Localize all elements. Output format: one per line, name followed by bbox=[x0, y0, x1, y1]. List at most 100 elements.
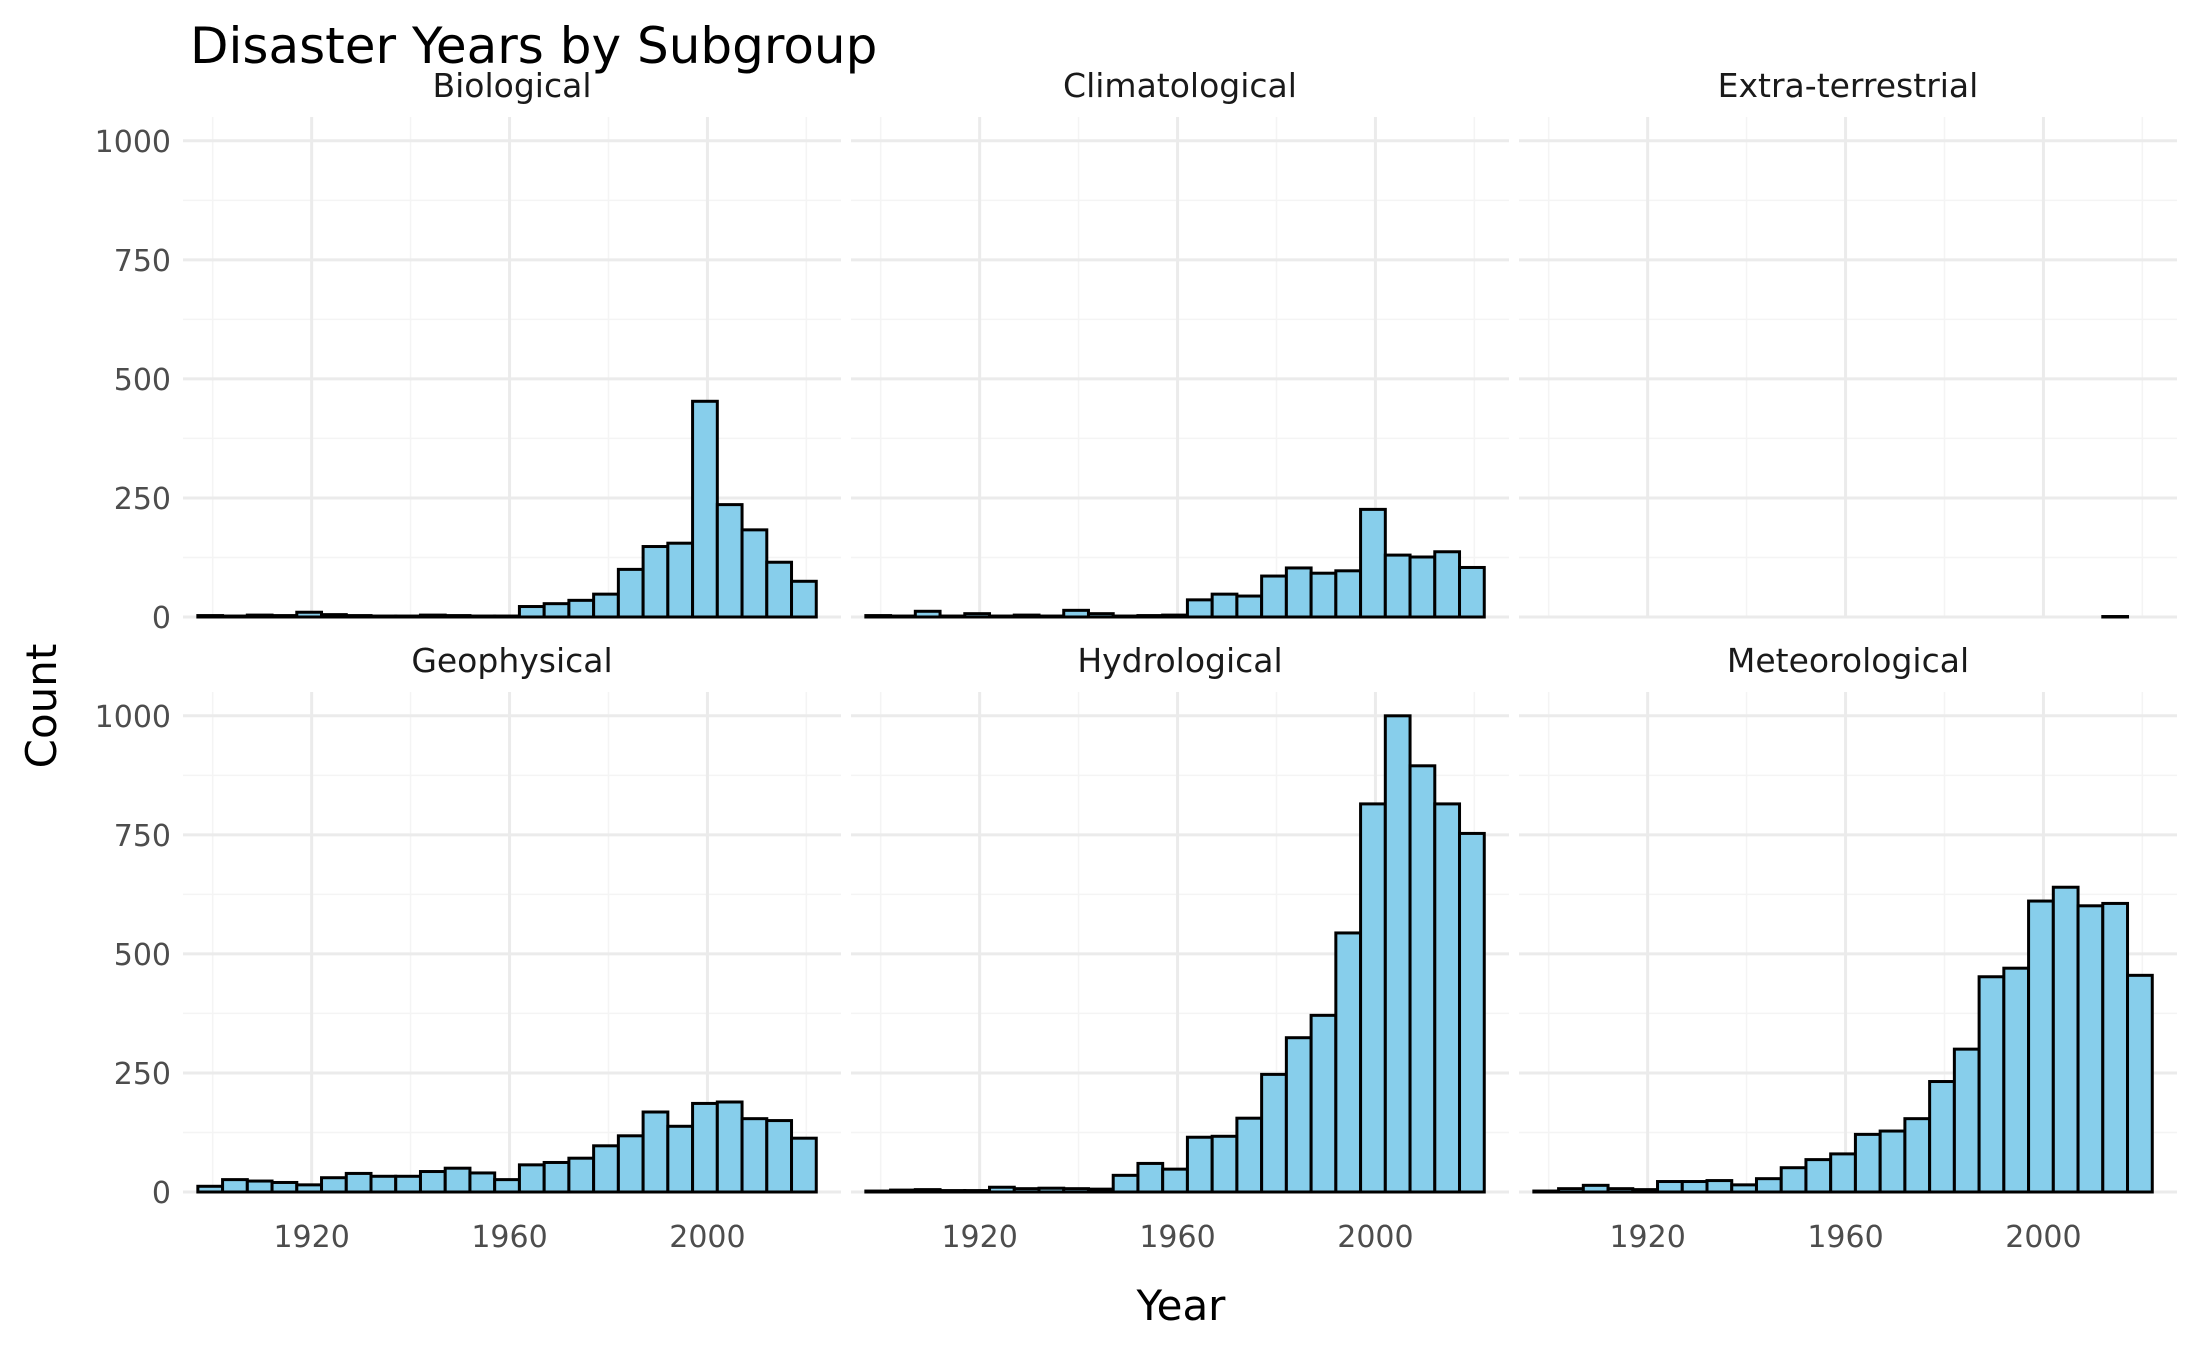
facet-label: Extra-terrestrial bbox=[1718, 66, 1979, 105]
histogram-bar bbox=[864, 1189, 893, 1194]
histogram-bar bbox=[369, 614, 398, 619]
histogram-bar bbox=[567, 598, 596, 619]
histogram-bar bbox=[344, 1171, 373, 1194]
histogram-bar bbox=[2101, 901, 2130, 1194]
histogram-bar bbox=[394, 614, 422, 619]
facet-biological: Biological 0 250 500 750 1000 bbox=[95, 66, 841, 636]
histogram-bar bbox=[889, 614, 917, 619]
histogram-bar bbox=[2027, 899, 2055, 1194]
histogram-bar bbox=[616, 567, 645, 619]
histogram-bar bbox=[1433, 802, 1462, 1194]
histogram-bar bbox=[691, 1101, 719, 1194]
histogram-bar bbox=[1631, 1188, 1660, 1194]
histogram-bar bbox=[1309, 571, 1338, 619]
histogram-bar bbox=[196, 614, 225, 619]
y-tick-label: 500 bbox=[114, 363, 171, 398]
histogram-bar bbox=[790, 579, 818, 619]
histogram-bar bbox=[295, 610, 324, 619]
histogram-bar bbox=[270, 614, 299, 619]
histogram-bar bbox=[320, 1176, 348, 1194]
facet-label: Climatological bbox=[1063, 66, 1297, 105]
histogram-bar bbox=[988, 1185, 1016, 1194]
histogram-bar bbox=[1086, 612, 1115, 619]
histogram-bar bbox=[1779, 1166, 1808, 1194]
histogram-bar bbox=[1903, 1117, 1932, 1194]
histogram-bar bbox=[1383, 553, 1412, 619]
histogram-bar bbox=[1284, 1036, 1313, 1194]
histogram-bar bbox=[2002, 966, 2031, 1194]
histogram-bar bbox=[1235, 594, 1264, 619]
histogram-bar bbox=[963, 612, 992, 619]
histogram-bar bbox=[418, 613, 447, 619]
histogram-bar bbox=[1581, 1183, 1610, 1194]
y-tick-label: 1000 bbox=[95, 125, 171, 160]
histogram-bar bbox=[221, 1178, 249, 1194]
x-tick-label: 2000 bbox=[1337, 1220, 1413, 1255]
x-tick-label: 2000 bbox=[669, 1220, 745, 1255]
x-tick-label: 1920 bbox=[1609, 1220, 1685, 1255]
histogram-bar bbox=[938, 614, 967, 619]
histogram-bar bbox=[517, 1163, 546, 1194]
x-tick-label: 1920 bbox=[273, 1220, 349, 1255]
histogram-bar bbox=[344, 614, 373, 619]
histogram-bar bbox=[245, 613, 274, 619]
histogram-bar bbox=[1260, 1072, 1288, 1194]
histogram-bar bbox=[1161, 613, 1189, 619]
histogram-bar bbox=[1458, 565, 1486, 619]
histogram-bar bbox=[1062, 608, 1090, 619]
x-tick-label: 1960 bbox=[1807, 1220, 1883, 1255]
facet-extra-terrestrial: Extra-terrestrial bbox=[1519, 66, 2177, 619]
histogram-bar bbox=[592, 1144, 620, 1194]
y-tick-label: 1000 bbox=[95, 700, 171, 735]
histogram-bar bbox=[1878, 1129, 1907, 1194]
histogram-bar bbox=[641, 1110, 670, 1194]
histogram-bar bbox=[1383, 714, 1412, 1194]
histogram-bar bbox=[913, 609, 942, 619]
histogram-bar bbox=[1062, 1187, 1090, 1194]
histogram-bar bbox=[1334, 931, 1363, 1194]
histogram-bar bbox=[1086, 1187, 1115, 1194]
histogram-bar bbox=[1532, 1189, 1561, 1194]
histogram-bar bbox=[1804, 1158, 1833, 1194]
x-tick-label: 1960 bbox=[1139, 1220, 1215, 1255]
facet-panels: Biological 0 250 500 750 1000 Climatological Ex… bbox=[95, 66, 2177, 1255]
histogram-bar bbox=[1754, 1177, 1783, 1194]
histogram-bar bbox=[418, 1170, 447, 1194]
y-tick-label: 750 bbox=[114, 244, 171, 279]
facet-hydrological: Hydrological 1920 1960 2000 bbox=[851, 641, 1509, 1255]
histogram-bar bbox=[1012, 1187, 1041, 1194]
y-tick-label: 250 bbox=[114, 482, 171, 517]
histogram-bar bbox=[592, 592, 620, 619]
histogram-bar bbox=[988, 614, 1016, 619]
histogram-bar bbox=[1185, 1135, 1214, 1194]
histogram-bar bbox=[270, 1180, 299, 1194]
y-tick-label: 250 bbox=[114, 1057, 171, 1092]
histogram-bar bbox=[963, 1189, 992, 1194]
histogram-bar bbox=[2126, 973, 2154, 1194]
histogram-bar bbox=[1136, 1161, 1165, 1194]
y-tick-label: 750 bbox=[114, 819, 171, 854]
histogram-bar bbox=[1680, 1180, 1709, 1194]
histogram-bar bbox=[369, 1174, 398, 1194]
histogram-bar bbox=[468, 1171, 497, 1194]
y-tick-label: 0 bbox=[152, 1176, 171, 1211]
histogram-bar bbox=[715, 1100, 744, 1194]
histogram-bar bbox=[1309, 1013, 1338, 1194]
histogram-bar bbox=[1111, 614, 1140, 619]
histogram-bar bbox=[1606, 1187, 1635, 1194]
facet-label: Biological bbox=[432, 66, 591, 105]
histogram-bar bbox=[542, 602, 571, 619]
histogram-bar bbox=[1185, 598, 1214, 619]
histogram-bar bbox=[1408, 764, 1437, 1194]
histogram-bar bbox=[493, 1178, 521, 1194]
histogram-bar bbox=[765, 560, 794, 619]
histogram-bar bbox=[740, 1117, 769, 1194]
histogram-bar bbox=[616, 1134, 645, 1194]
x-tick-label: 1960 bbox=[471, 1220, 547, 1255]
histogram-bar bbox=[196, 1184, 225, 1194]
histogram-bar bbox=[1260, 574, 1288, 619]
histogram-bar bbox=[1012, 613, 1041, 619]
histogram-bar bbox=[913, 1188, 942, 1194]
facet-geophysical: Geophysical 0 250 500 750 1000 1920 1960 2000 bbox=[95, 641, 841, 1255]
